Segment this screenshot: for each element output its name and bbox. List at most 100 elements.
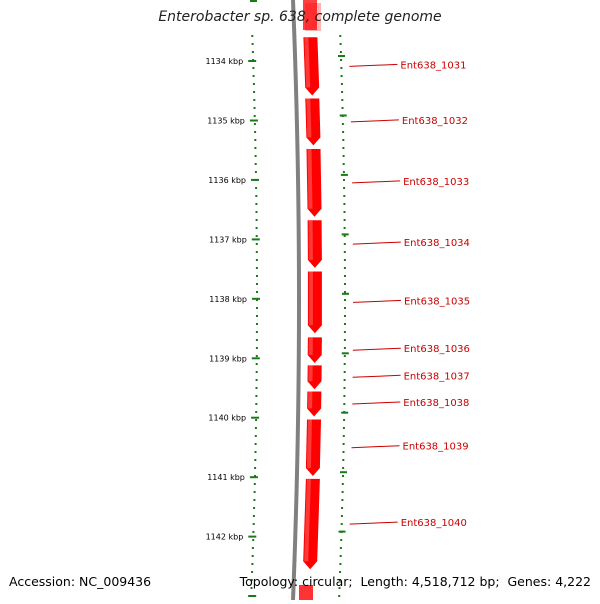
scale-dot-right [342, 171, 345, 173]
scale-dot-right [338, 587, 341, 589]
scale-dot-right [343, 211, 346, 213]
scale-dot-right [342, 131, 345, 133]
scale-dot-right [341, 499, 344, 501]
scale-dot-right [342, 435, 345, 437]
scale-dot-right [341, 483, 344, 485]
scale-dot-left [255, 203, 258, 205]
scale-dot-right [343, 267, 346, 269]
scale-dot-left [253, 115, 256, 117]
genome-backbone [291, 0, 302, 601]
scale-tick-label: 1139 kbp [209, 354, 247, 363]
gene-leader-line [352, 180, 401, 184]
scale-tick-label: 1136 kbp [208, 176, 246, 185]
accession-info: Accession: NC_009436 [9, 574, 151, 589]
gene-arrow-highlight [306, 419, 312, 468]
scale-dot-left [255, 363, 258, 365]
scale-dot-right [341, 107, 344, 109]
scale-tick-left [248, 535, 257, 538]
scale-dot-right [342, 443, 345, 445]
gene-label: Ent638_1032 [402, 116, 468, 127]
scale-dot-left [251, 547, 254, 549]
scale-dot-left [251, 43, 254, 45]
scale-dot-left [255, 227, 258, 229]
scale-dot-right [341, 91, 344, 93]
scale-dot-right [344, 291, 346, 293]
scale-dot-left [255, 387, 258, 389]
scale-dot-left [254, 467, 257, 469]
gene-label: Ent638_1034 [404, 238, 470, 249]
scale-dot-left [256, 299, 258, 301]
gene-leader-line [352, 374, 401, 378]
scale-dot-right [343, 403, 346, 405]
gene-label: Ent638_1039 [403, 442, 469, 453]
scale-dot-left [255, 211, 258, 213]
scale-tick-label: 1142 kbp [206, 533, 244, 542]
scale-dot-right [343, 179, 345, 181]
scale-dot-left [252, 83, 255, 85]
scale-dot-left [254, 139, 257, 141]
scale-dot-left [255, 331, 258, 333]
scale-dot-left [254, 163, 257, 165]
scale-dot-right [341, 491, 344, 493]
scale-dot-left [255, 347, 258, 349]
scale-dot-right [343, 243, 346, 245]
scale-dot-left [252, 539, 255, 541]
scale-dot-right [340, 59, 343, 61]
scale-dot-left [256, 283, 258, 285]
scale-tick-left [251, 357, 260, 360]
scale-dot-left [255, 259, 258, 261]
genes-value: 4,222 [555, 574, 591, 589]
scale-dot-left [255, 355, 258, 357]
scale-dot-right [343, 347, 346, 349]
scale-tick-right [340, 471, 347, 474]
scale-dot-left [254, 459, 257, 461]
scale-dot-right [341, 99, 344, 101]
scale-dot-left [255, 243, 258, 245]
scale-dot-left [254, 475, 256, 477]
scale-tick-label: 1140 kbp [208, 414, 246, 423]
gene-label: Ent638_1035 [404, 296, 470, 307]
gene-leader-line [350, 119, 399, 123]
scale-dot-right [344, 275, 346, 277]
scale-dot-right [344, 299, 346, 301]
gene-label: Ent638_1037 [404, 371, 470, 382]
scale-tick-label: 1141 kbp [207, 473, 245, 482]
genome-summary: Topology: circular; Length: 4,518,712 bp… [239, 574, 591, 589]
scale-tick-right [340, 173, 348, 176]
gene-arrow-highlight [304, 478, 311, 562]
gene-arrow-highlight [308, 391, 313, 409]
scale-dot-left [255, 403, 258, 405]
scale-dot-left [251, 571, 254, 573]
scale-dot-left [254, 427, 257, 429]
scale-dot-left [254, 435, 257, 437]
scale-dot-left [256, 275, 258, 277]
scale-dot-right [343, 251, 346, 253]
scale-dot-right [343, 203, 346, 205]
scale-dot-right [344, 307, 346, 309]
scale-dot-right [343, 195, 346, 197]
scale-tick-left [251, 238, 260, 241]
gene-arrow-highlight [307, 149, 313, 209]
scale-dot-right [342, 163, 345, 165]
scale-dot-right [342, 459, 345, 461]
scale-dot-right [342, 451, 345, 453]
scale-dot-right [340, 67, 343, 69]
scale-tick-right [341, 233, 349, 236]
scale-dot-right [340, 523, 343, 525]
scale-dot-left [254, 171, 257, 173]
gene-label: Ent638_1036 [404, 344, 470, 355]
scale-dot-left [255, 379, 258, 381]
scale-dot-left [250, 579, 253, 581]
scale-dot-left [254, 443, 257, 445]
scale-tick-left [251, 416, 260, 419]
scale-tick-left [252, 297, 260, 300]
scale-dot-right [343, 387, 346, 389]
scale-dot-left [253, 99, 256, 101]
scale-dot-left [255, 195, 258, 197]
scale-dot-left [255, 395, 258, 397]
scale-dot-left [253, 123, 256, 125]
scale-dot-right [343, 219, 346, 221]
scale-dot-right [341, 123, 344, 125]
scale-tick-label: 1138 kbp [209, 295, 247, 304]
